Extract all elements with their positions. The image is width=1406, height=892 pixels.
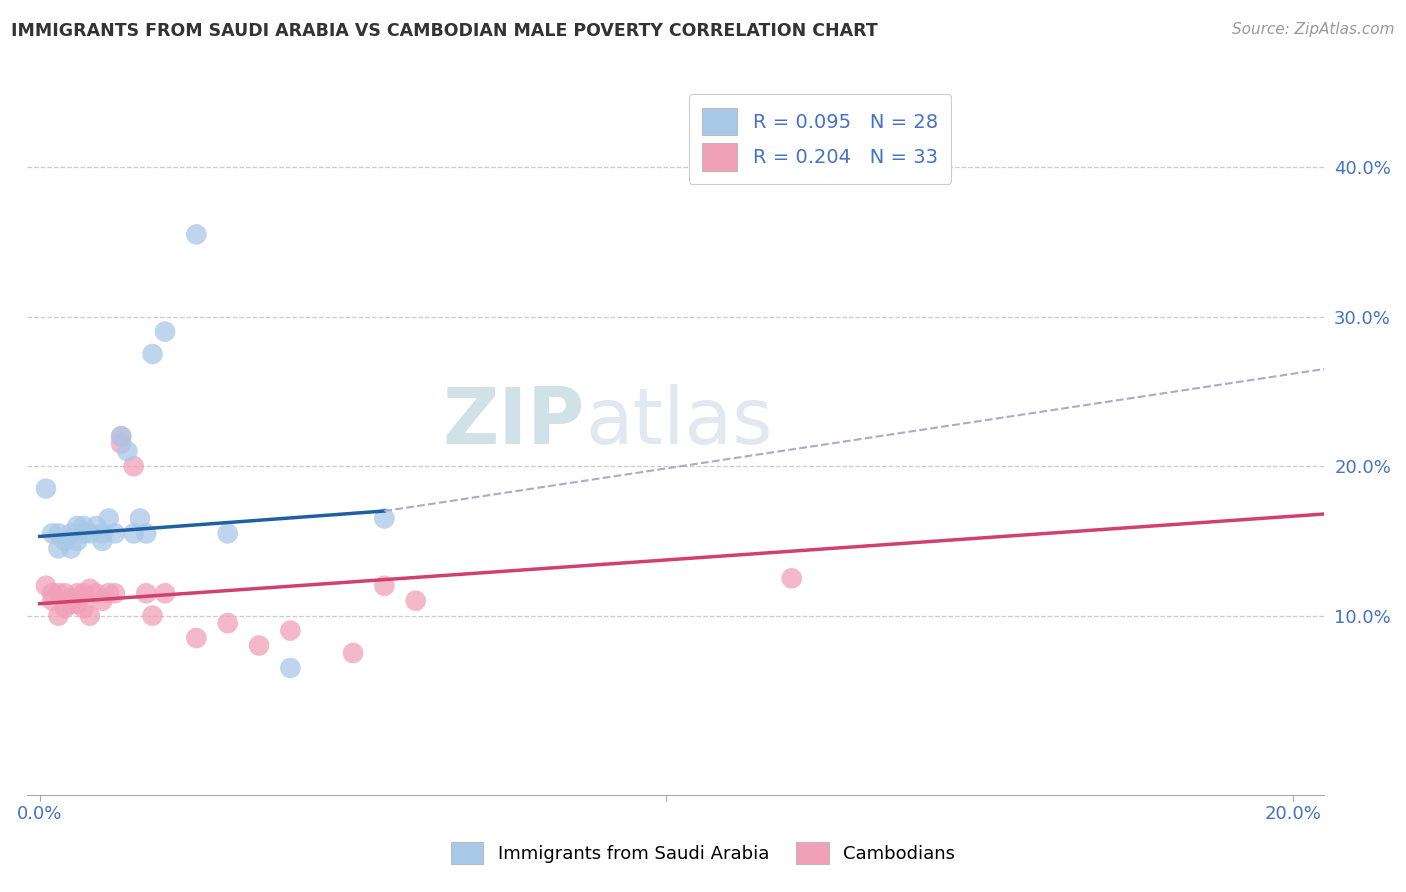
Point [41, 526, 63, 541]
Point [110, 429, 132, 443]
Point [91, 533, 114, 548]
Point [60, 541, 83, 556]
Point [405, 593, 427, 607]
Point [60, 591, 83, 605]
Point [104, 526, 127, 541]
Point [186, 631, 208, 645]
Point [153, 325, 176, 339]
Point [66, 586, 89, 600]
Point [72, 526, 94, 541]
Point [53, 601, 76, 615]
Point [48, 586, 70, 600]
Point [91, 593, 114, 607]
Point [342, 646, 364, 660]
Point [117, 444, 139, 458]
Point [84, 586, 107, 600]
Point [41, 593, 63, 607]
Point [66, 597, 89, 611]
Point [53, 533, 76, 548]
Point [60, 526, 83, 541]
Point [186, 227, 208, 242]
Point [141, 608, 163, 623]
Point [79, 608, 101, 623]
Legend: Immigrants from Saudi Arabia, Cambodians: Immigrants from Saudi Arabia, Cambodians [436, 828, 970, 879]
Point [79, 526, 101, 541]
Point [66, 519, 89, 533]
Point [780, 571, 803, 585]
Point [141, 347, 163, 361]
Point [66, 533, 89, 548]
Point [48, 541, 70, 556]
Point [135, 526, 157, 541]
Point [104, 586, 127, 600]
Point [41, 586, 63, 600]
Point [97, 586, 120, 600]
Point [129, 511, 152, 525]
Point [247, 639, 270, 653]
Point [72, 519, 94, 533]
Point [60, 597, 83, 611]
Point [373, 511, 395, 525]
Point [217, 616, 239, 631]
Point [122, 459, 145, 474]
Point [280, 661, 302, 675]
Text: Source: ZipAtlas.com: Source: ZipAtlas.com [1232, 22, 1395, 37]
Point [135, 586, 157, 600]
Point [35, 579, 58, 593]
Text: IMMIGRANTS FROM SAUDI ARABIA VS CAMBODIAN MALE POVERTY CORRELATION CHART: IMMIGRANTS FROM SAUDI ARABIA VS CAMBODIA… [11, 22, 877, 40]
Point [35, 482, 58, 496]
Point [53, 586, 76, 600]
Point [110, 436, 132, 450]
Point [48, 608, 70, 623]
Point [79, 582, 101, 596]
Point [84, 519, 107, 533]
Point [373, 579, 395, 593]
Text: atlas: atlas [585, 384, 772, 460]
Text: ZIP: ZIP [443, 384, 585, 460]
Point [97, 511, 120, 525]
Legend: R = 0.095   N = 28, R = 0.204   N = 33: R = 0.095 N = 28, R = 0.204 N = 33 [689, 95, 952, 185]
Point [72, 586, 94, 600]
Point [122, 526, 145, 541]
Point [217, 526, 239, 541]
Point [280, 624, 302, 638]
Point [153, 586, 176, 600]
Point [48, 526, 70, 541]
Point [91, 526, 114, 541]
Point [110, 429, 132, 443]
Point [72, 601, 94, 615]
